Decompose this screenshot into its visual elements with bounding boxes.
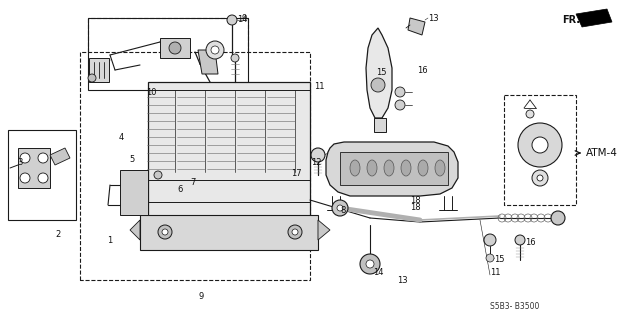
Text: 14: 14 (373, 268, 383, 277)
Circle shape (288, 225, 302, 239)
Circle shape (169, 42, 181, 54)
Circle shape (20, 173, 30, 183)
Text: 14: 14 (237, 15, 247, 24)
Text: 13: 13 (428, 14, 438, 23)
Circle shape (231, 54, 239, 62)
Text: 10: 10 (146, 88, 156, 97)
Circle shape (206, 41, 224, 59)
Ellipse shape (401, 160, 411, 176)
Text: 13: 13 (397, 276, 408, 285)
Circle shape (366, 260, 374, 268)
Circle shape (395, 87, 405, 97)
Text: 11: 11 (490, 268, 500, 277)
Text: 15: 15 (494, 255, 504, 264)
Circle shape (332, 200, 348, 216)
Polygon shape (140, 215, 318, 250)
Bar (504, 95, 576, 205)
Circle shape (337, 205, 343, 211)
Circle shape (311, 148, 325, 162)
Text: S5B3- B3500: S5B3- B3500 (490, 302, 540, 311)
Polygon shape (326, 142, 458, 196)
Text: 1: 1 (107, 236, 112, 245)
Text: 11: 11 (314, 82, 324, 91)
Polygon shape (148, 82, 310, 245)
Text: 17: 17 (329, 148, 340, 157)
Circle shape (88, 74, 96, 82)
Text: 12: 12 (312, 158, 322, 167)
Circle shape (518, 123, 562, 167)
Text: 7: 7 (190, 178, 195, 187)
Circle shape (360, 254, 380, 274)
Polygon shape (576, 9, 612, 27)
Polygon shape (120, 170, 148, 215)
Circle shape (162, 229, 168, 235)
Text: ATM-4: ATM-4 (586, 148, 618, 158)
Text: 16: 16 (417, 66, 428, 75)
Text: 4: 4 (118, 133, 124, 142)
Text: FR.: FR. (562, 15, 580, 25)
Circle shape (532, 170, 548, 186)
Polygon shape (366, 28, 392, 118)
Circle shape (227, 15, 237, 25)
Text: 18: 18 (410, 196, 420, 204)
Text: 6: 6 (177, 185, 182, 194)
Circle shape (484, 234, 496, 246)
Ellipse shape (350, 160, 360, 176)
Text: 2: 2 (56, 230, 61, 239)
Polygon shape (130, 220, 140, 240)
Text: 9: 9 (242, 14, 247, 23)
Circle shape (38, 173, 48, 183)
Circle shape (537, 175, 543, 181)
Circle shape (371, 78, 385, 92)
Polygon shape (374, 118, 386, 132)
Text: 8: 8 (340, 206, 346, 215)
Text: 9: 9 (198, 292, 204, 301)
Polygon shape (198, 50, 218, 74)
Circle shape (532, 137, 548, 153)
Bar (88, 18, 248, 90)
Circle shape (154, 171, 162, 179)
Bar (8, 130, 76, 220)
Circle shape (526, 110, 534, 118)
Circle shape (158, 225, 172, 239)
Text: 5: 5 (129, 155, 134, 164)
Circle shape (20, 153, 30, 163)
Circle shape (292, 229, 298, 235)
Polygon shape (408, 18, 425, 35)
Circle shape (38, 153, 48, 163)
Polygon shape (318, 220, 330, 240)
Ellipse shape (435, 160, 445, 176)
Text: 3: 3 (17, 158, 22, 167)
Polygon shape (50, 148, 70, 165)
Polygon shape (89, 58, 109, 82)
Circle shape (211, 46, 219, 54)
Polygon shape (340, 152, 448, 185)
Ellipse shape (367, 160, 377, 176)
Circle shape (515, 235, 525, 245)
Circle shape (395, 100, 405, 110)
Ellipse shape (384, 160, 394, 176)
Ellipse shape (418, 160, 428, 176)
Text: 16: 16 (525, 238, 536, 247)
Polygon shape (160, 38, 190, 58)
Text: 17: 17 (291, 169, 302, 178)
Text: 15: 15 (376, 68, 386, 77)
Polygon shape (18, 148, 50, 188)
Circle shape (551, 211, 565, 225)
Circle shape (486, 254, 494, 262)
Text: 18: 18 (410, 203, 420, 212)
